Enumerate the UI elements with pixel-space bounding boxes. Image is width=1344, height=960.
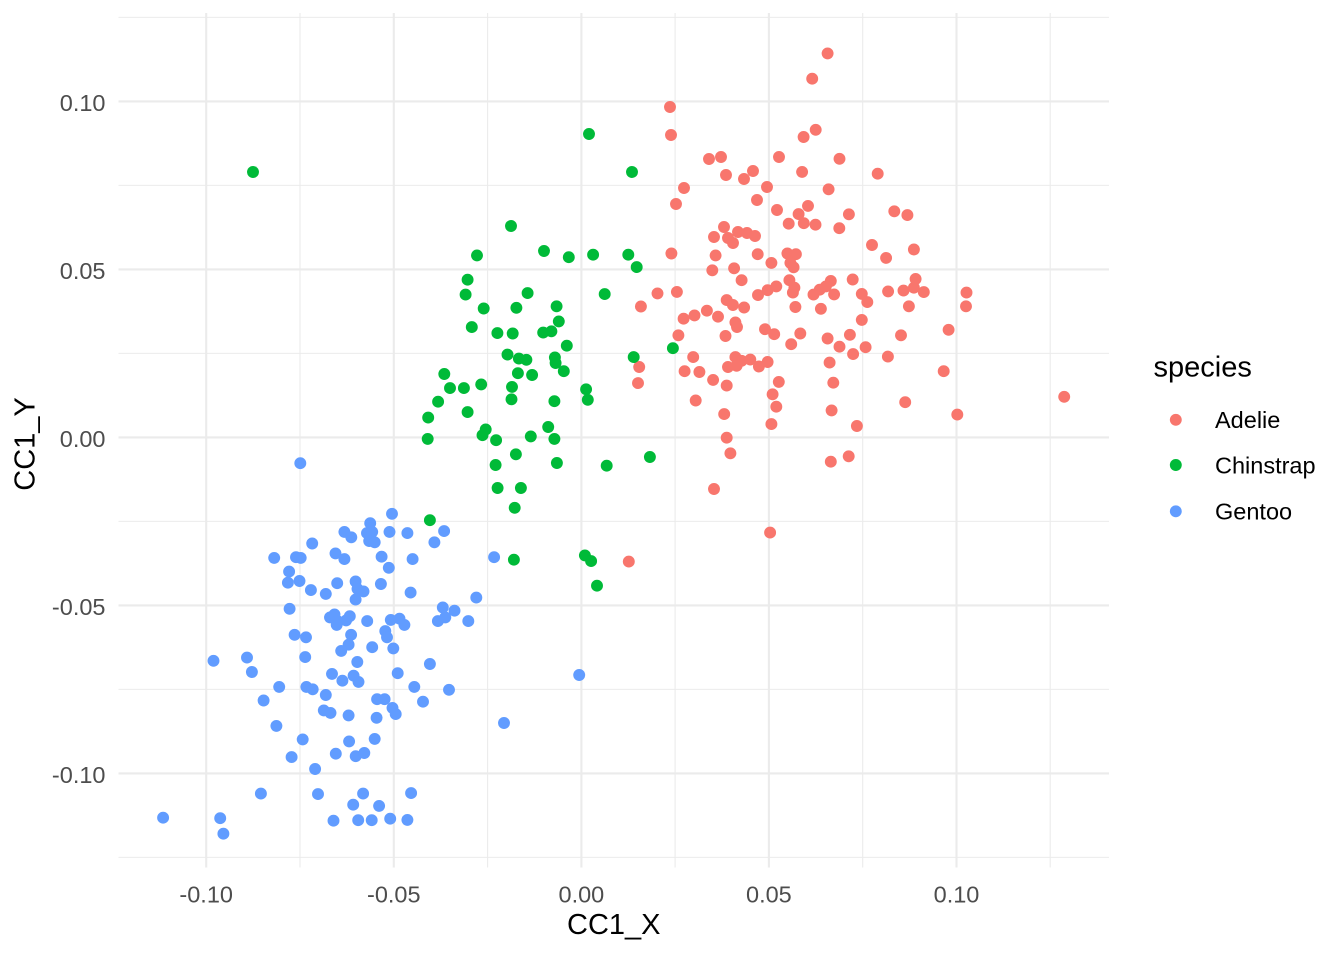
svg-text:0.05: 0.05: [60, 258, 106, 284]
svg-text:-0.10: -0.10: [179, 882, 233, 908]
svg-text:0.00: 0.00: [60, 426, 106, 452]
svg-text:0.05: 0.05: [746, 882, 792, 908]
svg-text:0.10: 0.10: [934, 882, 980, 908]
svg-text:CC1_Y: CC1_Y: [10, 397, 42, 491]
svg-text:-0.05: -0.05: [52, 594, 106, 620]
svg-text:Adelie: Adelie: [1215, 407, 1280, 433]
svg-text:0.10: 0.10: [60, 90, 106, 116]
svg-text:Gentoo: Gentoo: [1215, 499, 1292, 525]
svg-text:-0.05: -0.05: [367, 882, 421, 908]
svg-text:Chinstrap: Chinstrap: [1215, 452, 1316, 478]
svg-text:-0.10: -0.10: [52, 762, 106, 788]
svg-text:species: species: [1154, 352, 1252, 384]
svg-text:0.00: 0.00: [559, 882, 605, 908]
svg-text:CC1_X: CC1_X: [567, 909, 661, 941]
